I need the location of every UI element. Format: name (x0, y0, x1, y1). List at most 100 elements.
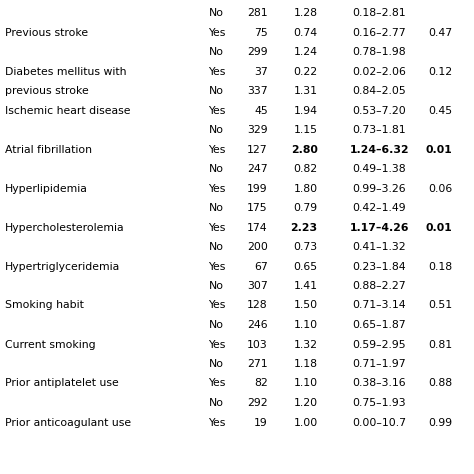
Text: Yes: Yes (209, 418, 226, 428)
Text: No: No (209, 281, 224, 291)
Text: 0.18–2.81: 0.18–2.81 (352, 8, 406, 18)
Text: 200: 200 (247, 242, 268, 252)
Text: Hypercholesterolemia: Hypercholesterolemia (5, 222, 124, 233)
Text: Yes: Yes (209, 183, 226, 193)
Text: Yes: Yes (209, 27, 226, 37)
Text: 127: 127 (247, 145, 268, 155)
Text: Prior antiplatelet use: Prior antiplatelet use (5, 379, 118, 389)
Text: 1.24–6.32: 1.24–6.32 (349, 145, 409, 155)
Text: 19: 19 (254, 418, 268, 428)
Text: 0.88–2.27: 0.88–2.27 (352, 281, 406, 291)
Text: 1.32: 1.32 (293, 339, 318, 349)
Text: Hyperlipidemia: Hyperlipidemia (5, 183, 88, 193)
Text: 1.80: 1.80 (293, 183, 318, 193)
Text: 1.10: 1.10 (293, 379, 318, 389)
Text: No: No (209, 164, 224, 174)
Text: 0.12: 0.12 (428, 66, 453, 76)
Text: 0.01: 0.01 (426, 145, 453, 155)
Text: 0.16–2.77: 0.16–2.77 (352, 27, 406, 37)
Text: No: No (209, 398, 224, 408)
Text: 1.00: 1.00 (293, 418, 318, 428)
Text: 0.71–1.97: 0.71–1.97 (352, 359, 406, 369)
Text: 0.18: 0.18 (428, 262, 453, 272)
Text: 0.01: 0.01 (426, 222, 453, 233)
Text: 0.45: 0.45 (428, 106, 453, 116)
Text: 0.99: 0.99 (428, 418, 453, 428)
Text: 247: 247 (247, 164, 268, 174)
Text: Yes: Yes (209, 301, 226, 310)
Text: 1.20: 1.20 (293, 398, 318, 408)
Text: Yes: Yes (209, 222, 226, 233)
Text: 0.22: 0.22 (293, 66, 318, 76)
Text: 82: 82 (254, 379, 268, 389)
Text: 175: 175 (247, 203, 268, 213)
Text: 128: 128 (247, 301, 268, 310)
Text: 174: 174 (247, 222, 268, 233)
Text: 37: 37 (254, 66, 268, 76)
Text: 1.94: 1.94 (293, 106, 318, 116)
Text: 1.28: 1.28 (293, 8, 318, 18)
Text: 0.78–1.98: 0.78–1.98 (352, 47, 406, 57)
Text: 0.51: 0.51 (428, 301, 453, 310)
Text: 0.53–7.20: 0.53–7.20 (352, 106, 406, 116)
Text: Yes: Yes (209, 379, 226, 389)
Text: Ischemic heart disease: Ischemic heart disease (5, 106, 130, 116)
Text: 0.65: 0.65 (293, 262, 318, 272)
Text: 1.17–4.26: 1.17–4.26 (349, 222, 409, 233)
Text: 0.73: 0.73 (293, 242, 318, 252)
Text: No: No (209, 47, 224, 57)
Text: 0.00–10.7: 0.00–10.7 (352, 418, 406, 428)
Text: 1.15: 1.15 (293, 125, 318, 135)
Text: 0.42–1.49: 0.42–1.49 (352, 203, 406, 213)
Text: 0.88: 0.88 (428, 379, 453, 389)
Text: 0.02–2.06: 0.02–2.06 (352, 66, 406, 76)
Text: 0.41–1.32: 0.41–1.32 (352, 242, 406, 252)
Text: Yes: Yes (209, 106, 226, 116)
Text: No: No (209, 86, 224, 96)
Text: Current smoking: Current smoking (5, 339, 95, 349)
Text: Prior anticoagulant use: Prior anticoagulant use (5, 418, 131, 428)
Text: Yes: Yes (209, 339, 226, 349)
Text: 292: 292 (247, 398, 268, 408)
Text: 199: 199 (247, 183, 268, 193)
Text: Yes: Yes (209, 66, 226, 76)
Text: 1.50: 1.50 (293, 301, 318, 310)
Text: Previous stroke: Previous stroke (5, 27, 88, 37)
Text: 1.41: 1.41 (293, 281, 318, 291)
Text: 329: 329 (247, 125, 268, 135)
Text: No: No (209, 359, 224, 369)
Text: 0.79: 0.79 (293, 203, 318, 213)
Text: Atrial fibrillation: Atrial fibrillation (5, 145, 92, 155)
Text: Yes: Yes (209, 145, 226, 155)
Text: No: No (209, 203, 224, 213)
Text: 1.10: 1.10 (293, 320, 318, 330)
Text: 0.71–3.14: 0.71–3.14 (352, 301, 406, 310)
Text: 1.24: 1.24 (293, 47, 318, 57)
Text: 0.74: 0.74 (293, 27, 318, 37)
Text: 0.65–1.87: 0.65–1.87 (352, 320, 406, 330)
Text: 0.59–2.95: 0.59–2.95 (352, 339, 406, 349)
Text: 246: 246 (247, 320, 268, 330)
Text: 0.82: 0.82 (293, 164, 318, 174)
Text: 75: 75 (254, 27, 268, 37)
Text: 1.31: 1.31 (293, 86, 318, 96)
Text: Smoking habit: Smoking habit (5, 301, 83, 310)
Text: Yes: Yes (209, 262, 226, 272)
Text: 1.18: 1.18 (293, 359, 318, 369)
Text: No: No (209, 320, 224, 330)
Text: 0.99–3.26: 0.99–3.26 (352, 183, 406, 193)
Text: No: No (209, 125, 224, 135)
Text: previous stroke: previous stroke (5, 86, 89, 96)
Text: 271: 271 (247, 359, 268, 369)
Text: 0.47: 0.47 (428, 27, 453, 37)
Text: 0.23–1.84: 0.23–1.84 (352, 262, 406, 272)
Text: 299: 299 (247, 47, 268, 57)
Text: Diabetes mellitus with: Diabetes mellitus with (5, 66, 126, 76)
Text: 337: 337 (247, 86, 268, 96)
Text: 281: 281 (247, 8, 268, 18)
Text: 103: 103 (247, 339, 268, 349)
Text: 0.81: 0.81 (428, 339, 453, 349)
Text: 67: 67 (254, 262, 268, 272)
Text: 0.75–1.93: 0.75–1.93 (352, 398, 406, 408)
Text: 0.49–1.38: 0.49–1.38 (352, 164, 406, 174)
